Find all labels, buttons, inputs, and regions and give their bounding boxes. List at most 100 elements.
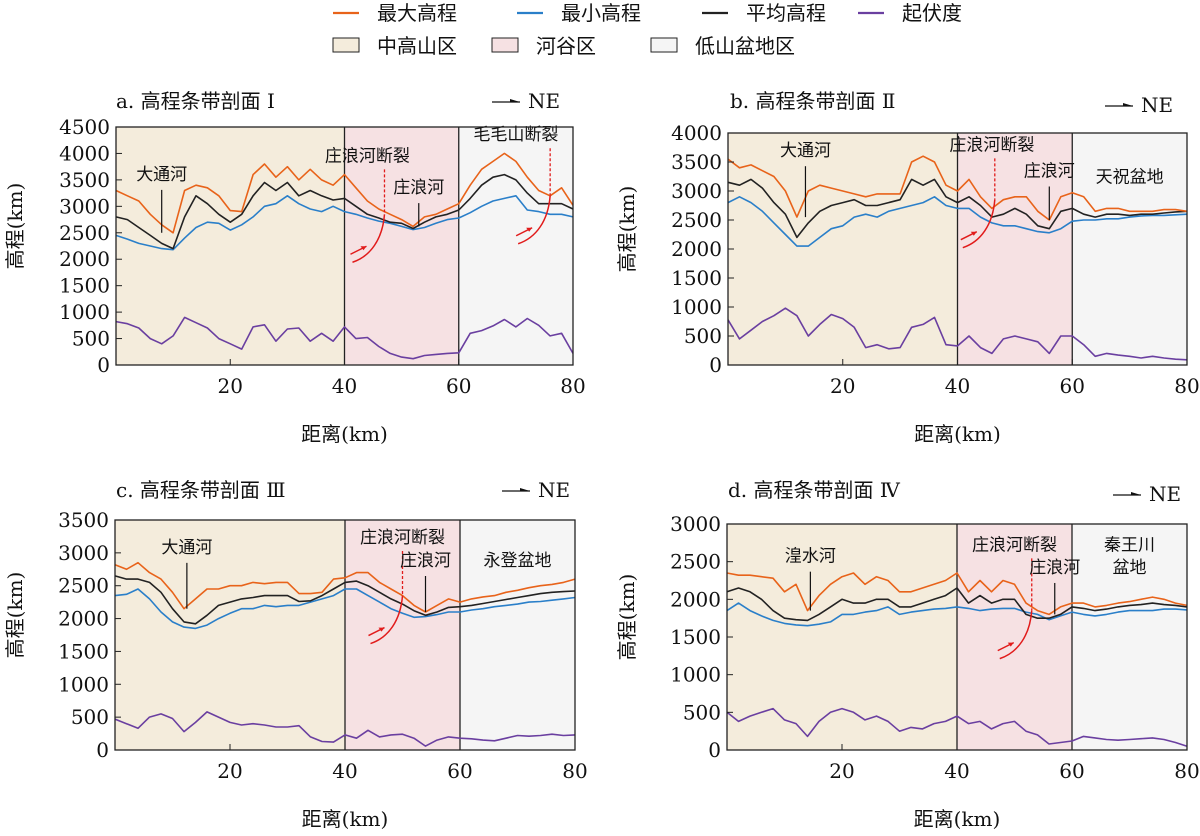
legend-swatch-mid_high: [332, 37, 360, 53]
y-tick-label: 2000: [59, 247, 110, 271]
series-line-min: [726, 602, 1188, 627]
annotation-label: 永登盆地: [484, 551, 552, 571]
direction-indicator: NE: [492, 89, 560, 113]
series-line-max: [726, 572, 1188, 616]
annotation-label: 秦王川: [1104, 535, 1155, 555]
series-line-relief: [727, 307, 1188, 361]
y-axis-label: 高程(km): [3, 572, 27, 659]
y-axis-label: 高程(km): [3, 183, 27, 270]
series-line-min: [114, 588, 576, 630]
series-line-relief: [726, 707, 1188, 747]
series-line-mean: [726, 587, 1188, 622]
fault-curve: [999, 610, 1033, 660]
zone-mid_high: [115, 520, 345, 750]
legend-item-basin: 低山盆地区: [650, 34, 795, 58]
fault-arrowhead: [526, 227, 533, 232]
y-tick-label: 4000: [59, 141, 110, 165]
annotation-river: 庄浪河: [400, 551, 451, 571]
annotation-fault: 庄浪河断裂: [949, 135, 1034, 155]
y-tick-label: 4000: [671, 121, 722, 145]
fault-arrowhead: [970, 231, 977, 236]
y-tick-label: 3500: [58, 508, 109, 532]
y-tick-label: 1500: [670, 625, 721, 649]
x-axis-label: 距离(km): [301, 422, 388, 446]
zone-basin: [1072, 133, 1187, 365]
direction-label: NE: [1149, 482, 1181, 506]
legend-item-max: 最大高程: [333, 1, 457, 25]
x-tick-label: 80: [1174, 374, 1199, 398]
y-tick-label: 3000: [671, 179, 722, 203]
series-line-mean: [115, 173, 574, 250]
legend-label-mid_high: 中高山区: [377, 34, 457, 58]
zone-basin: [1072, 524, 1187, 750]
x-axis-label: 距离(km): [302, 807, 389, 831]
y-tick-label: 3000: [59, 194, 110, 218]
direction-indicator: NE: [502, 478, 570, 502]
panel-title: b. 高程条带剖面 Ⅱ: [730, 89, 895, 113]
series-line-mean: [114, 575, 576, 625]
x-tick-label: 80: [1174, 759, 1199, 783]
legend-swatch-valley: [491, 37, 519, 53]
legend-label-max: 最大高程: [377, 1, 457, 25]
y-axis-label: 高程(km): [615, 574, 639, 661]
y-tick-label: 500: [71, 705, 109, 729]
x-tick-label: 40: [332, 374, 357, 398]
fault-curve: [352, 214, 386, 263]
series-line-relief: [114, 711, 576, 747]
series-line-min: [727, 196, 1188, 247]
x-tick-label: 80: [560, 374, 585, 398]
arrowhead-icon: [520, 488, 530, 491]
annotation-label: 天祝盆地: [1096, 167, 1164, 187]
annotation-river: 庄浪河: [393, 178, 444, 198]
legend-item-mean: 平均高程: [702, 1, 826, 25]
fault-curve: [517, 195, 551, 245]
series-line-max: [114, 561, 576, 613]
zone-basin: [458, 127, 573, 365]
annotation-fault: 毛毛山断裂: [473, 125, 558, 145]
y-axis-label: 高程(km): [615, 186, 639, 273]
direction-indicator: NE: [1105, 93, 1173, 117]
zone-mid_high: [116, 127, 345, 365]
zone-mid_high: [728, 133, 958, 365]
y-tick-label: 2000: [58, 607, 109, 631]
fault-curve: [962, 199, 996, 249]
fault-curve: [370, 595, 404, 645]
panel-title: c. 高程条带剖面 Ⅲ: [116, 478, 286, 502]
annotation-river: 大通河: [161, 538, 212, 558]
arrowhead-icon: [510, 99, 520, 102]
series-line-mean: [727, 178, 1188, 239]
y-tick-label: 4500: [59, 115, 110, 139]
direction-label: NE: [528, 89, 560, 113]
y-tick-label: 2500: [58, 574, 109, 598]
y-tick-label: 1500: [671, 266, 722, 290]
series-line-relief: [115, 316, 574, 360]
zone-basin: [460, 520, 575, 750]
zone-mid_high: [727, 524, 957, 750]
fault-arrowhead: [1007, 642, 1014, 647]
annotation-river: 大通河: [136, 165, 187, 185]
y-tick-label: 1000: [58, 672, 109, 696]
legend-item-min: 最小高程: [517, 1, 641, 25]
zone-valley: [957, 524, 1072, 750]
direction-label: NE: [1141, 93, 1173, 117]
annotation-river: 湟水河: [785, 547, 836, 567]
y-tick-label: 2500: [59, 221, 110, 245]
legend-label-mean: 平均高程: [746, 1, 826, 25]
x-tick-label: 20: [218, 374, 243, 398]
annotation-fault: 庄浪河断裂: [360, 528, 445, 548]
annotation-fault: 庄浪河断裂: [972, 535, 1057, 555]
arrowhead-icon: [1123, 103, 1133, 106]
y-tick-label: 0: [97, 353, 110, 377]
y-tick-label: 2000: [671, 237, 722, 261]
y-tick-label: 1500: [59, 274, 110, 298]
x-axis-label: 距离(km): [914, 807, 1001, 831]
y-tick-label: 1000: [671, 295, 722, 319]
x-tick-label: 60: [1060, 374, 1085, 398]
series-line-min: [115, 195, 574, 251]
annotation-label: 盆地: [1113, 558, 1147, 578]
legend-label-relief: 起伏度: [902, 1, 962, 25]
y-tick-label: 1500: [58, 639, 109, 663]
zone-valley: [344, 127, 459, 365]
